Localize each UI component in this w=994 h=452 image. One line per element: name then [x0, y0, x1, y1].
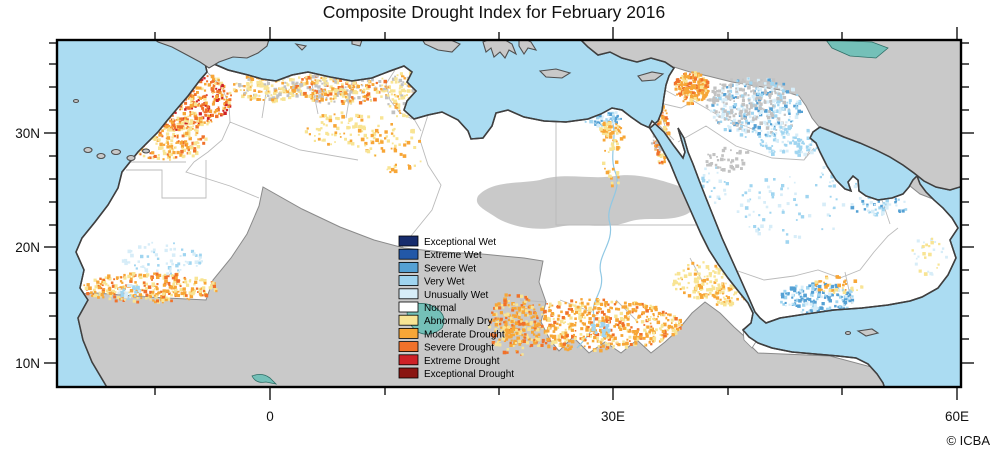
anomaly-region-oman-spots [911, 237, 948, 276]
anomaly-region-algeria-interior [304, 111, 396, 148]
legend-label: Extreme Drought [424, 356, 500, 367]
lat-tick-label: 20N [15, 240, 40, 255]
island-cyprus [637, 71, 665, 82]
outside-region-layer [76, 40, 961, 387]
legend-label: Extreme Wet [424, 250, 482, 261]
legend-swatch [398, 235, 419, 247]
island-balearic [294, 43, 308, 51]
legend-swatch [398, 327, 419, 339]
anomaly-region-egypt-nile-dry [602, 124, 626, 188]
islands-and-outside-coasts [72, 40, 880, 337]
anomaly-region-syria-desert-gray [705, 78, 787, 124]
anomaly-region-nafud-gray [705, 146, 750, 173]
caspian-sea [825, 40, 889, 59]
anomaly-region-egypt-delta-dry [599, 121, 621, 139]
lat-tick-label: 10N [15, 356, 40, 371]
region-greece [482, 40, 518, 59]
anomaly-region-yemen-east-dry [814, 275, 864, 295]
island-canary-3 [110, 148, 122, 156]
anomaly-region-saudi-center-wet [736, 176, 846, 244]
legend-swatch [398, 341, 419, 353]
island-crete [538, 68, 572, 79]
island-madeira [72, 98, 80, 104]
anomaly-region-levant-nw [673, 71, 710, 106]
anomaly-region-red-sea-coast-dry [708, 282, 748, 307]
niger-river [251, 374, 278, 385]
region-iberia [154, 40, 270, 69]
lon-tick-label: 60E [945, 409, 969, 424]
axis-layer: 30N 20N 10N 0 30E 60E [15, 27, 974, 424]
legend-label: Unusually Wet [424, 290, 489, 301]
legend-swatch [398, 314, 419, 326]
island-sardinia [351, 40, 363, 47]
legend-swatch [398, 261, 419, 273]
map-frame [55, 38, 963, 389]
legend-label: Severe Drought [424, 343, 494, 354]
legend-label: Moderate Drought [424, 329, 505, 340]
island-canary-5 [141, 148, 151, 154]
legend-swatch [398, 275, 419, 287]
legend-label: Exceptional Drought [424, 369, 514, 380]
island-socotra [856, 328, 880, 337]
island-canary-4 [126, 154, 136, 162]
region-greece-east [518, 40, 538, 56]
anomaly-region-senegal-river-wet [117, 284, 141, 301]
anomaly-region-algeria-south-spots [365, 128, 422, 174]
legend-swatch [398, 367, 419, 379]
sand-sea-nodata [476, 175, 697, 229]
legend-swatch [398, 354, 419, 366]
anomaly-region-syria-iraq-wet [709, 77, 803, 138]
island-canary-1 [83, 146, 93, 154]
anomaly-region-sudan-west [488, 293, 541, 356]
anomaly-region-yemen-wet [780, 282, 855, 316]
island-socotra-west [844, 330, 852, 336]
legend-label: Normal [424, 303, 456, 314]
island-canary-2 [96, 152, 106, 160]
island-sicily [421, 40, 461, 53]
legend-label: Severe Wet [424, 263, 476, 274]
figure-title: Composite Drought Index for February 201… [323, 2, 665, 22]
legend: Exceptional Wet Extreme Wet Severe Wet Very… [398, 235, 514, 380]
lat-tick-label: 30N [15, 126, 40, 141]
attribution-text: © ICBA [946, 433, 990, 448]
legend-label: Abnormally Dry [424, 316, 492, 327]
lon-tick-label: 30E [601, 409, 625, 424]
legend-label: Very Wet [424, 277, 465, 288]
legend-label: Exceptional Wet [424, 237, 496, 248]
legend-swatch [398, 288, 419, 300]
lon-tick-label: 0 [266, 409, 274, 424]
legend-swatch [398, 248, 419, 260]
anomaly-region-wsahara-wet [121, 241, 203, 276]
anomaly-region-sudan-nile-wet [590, 321, 611, 338]
legend-swatch [398, 301, 419, 313]
